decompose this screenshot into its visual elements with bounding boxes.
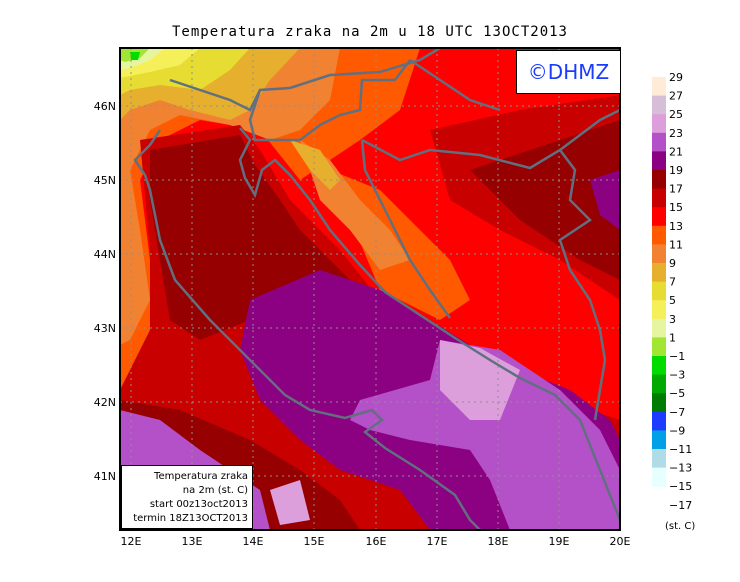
legend-label: −5 <box>669 387 685 400</box>
legend-swatch <box>652 393 666 413</box>
legend-swatch <box>652 374 666 394</box>
lon-label: 13E <box>182 535 203 548</box>
lat-axis: 46N 45N 44N 43N 42N 41N <box>94 100 116 483</box>
legend-label: 5 <box>669 294 676 307</box>
legend-label: 9 <box>669 257 676 270</box>
map-title: Temperatura zraka na 2m u 18 UTC 13OCT20… <box>171 24 568 40</box>
legend-label: 7 <box>669 276 676 289</box>
legend-swatch <box>652 263 666 283</box>
legend-label: −3 <box>669 369 685 382</box>
temperature-field <box>120 48 620 530</box>
lon-label: 16E <box>366 535 387 548</box>
legend-swatch <box>652 318 666 338</box>
legend-swatch <box>652 225 666 245</box>
legend-label: 15 <box>669 201 683 214</box>
info-line: termin 18Z13OCT2013 <box>133 513 248 524</box>
info-line: start 00z13oct2013 <box>149 499 248 510</box>
lon-label: 15E <box>304 535 325 548</box>
legend-label: 21 <box>669 145 683 158</box>
info-line: na 2m (st. C) <box>182 485 248 496</box>
lat-label: 44N <box>94 248 116 261</box>
legend-swatch <box>652 467 666 487</box>
lat-label: 45N <box>94 174 116 187</box>
legend-swatch <box>652 281 666 301</box>
legend-label: −11 <box>669 443 692 456</box>
legend-label: −13 <box>669 462 692 475</box>
graticule <box>120 48 620 530</box>
legend-swatch <box>652 77 666 97</box>
coastlines <box>133 48 620 530</box>
legend-label: 25 <box>669 108 683 121</box>
legend-label: 3 <box>669 313 676 326</box>
lon-label: 14E <box>243 535 264 548</box>
lon-axis: 12E 13E 14E 15E 16E 17E 18E 19E 20E <box>121 535 631 548</box>
info-box: Temperatura zraka na 2m (st. C) start 00… <box>121 465 253 529</box>
legend-label: 1 <box>669 331 676 344</box>
legend-swatch <box>652 430 666 450</box>
legend-swatch <box>652 151 666 171</box>
legend-label: −1 <box>669 350 685 363</box>
legend-label: 13 <box>669 220 683 233</box>
legend-label: 19 <box>669 164 683 177</box>
legend-label: −9 <box>669 424 685 437</box>
legend-swatch <box>652 411 666 431</box>
legend-swatch <box>652 356 666 376</box>
legend-unit: (st. C) <box>665 521 695 532</box>
legend-label: 17 <box>669 183 683 196</box>
legend-swatch <box>652 244 666 264</box>
lon-label: 18E <box>488 535 509 548</box>
legend-label: 23 <box>669 127 683 140</box>
dhmz-logo: ©DHMZ <box>516 50 621 94</box>
lat-label: 46N <box>94 100 116 113</box>
legend-label: −15 <box>669 480 692 493</box>
legend-swatch <box>652 114 666 134</box>
legend-swatch <box>652 449 666 469</box>
color-legend: 29 27 25 23 21 19 17 15 13 11 9 7 5 3 1 −1 −3 −5 −7 −9 −11 −1… <box>652 71 692 512</box>
legend-swatch <box>652 300 666 320</box>
legend-swatch <box>652 170 666 190</box>
lon-label: 20E <box>610 535 631 548</box>
legend-swatch <box>652 207 666 227</box>
legend-label: −7 <box>669 406 685 419</box>
legend-label: 29 <box>669 71 683 84</box>
plot-frame <box>119 47 621 531</box>
lat-label: 41N <box>94 470 116 483</box>
legend-swatch <box>652 95 666 115</box>
lon-label: 12E <box>121 535 142 548</box>
lat-label: 42N <box>94 396 116 409</box>
legend-swatch <box>652 337 666 357</box>
legend-label: −17 <box>669 499 692 512</box>
lat-label: 43N <box>94 322 116 335</box>
lon-label: 19E <box>549 535 570 548</box>
info-line: Temperatura zraka <box>154 471 248 482</box>
legend-swatch <box>652 132 666 152</box>
legend-label: 11 <box>669 238 683 251</box>
legend-swatch <box>652 188 666 208</box>
legend-label: 27 <box>669 90 683 103</box>
lon-label: 17E <box>427 535 448 548</box>
